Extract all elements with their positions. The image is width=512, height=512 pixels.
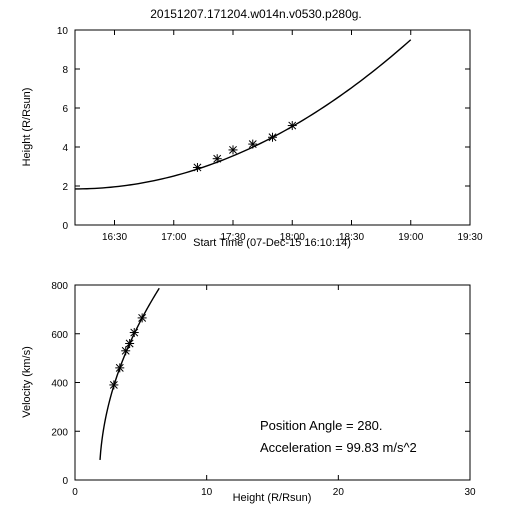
top-chart-ytick-label: 0: [62, 221, 68, 232]
bottom-chart-xtick-label: 20: [333, 487, 345, 498]
marker-star: [229, 145, 238, 154]
bottom-chart: 0 200 400 600 800 0 10 20 30 Height (R/Rsun) Ve…: [21, 281, 476, 504]
acceleration-annotation: Acceleration = 99.83 m/s^2: [260, 440, 417, 455]
top-chart-ytick-label: 6: [62, 104, 68, 115]
bottom-chart-xtick-label: 0: [72, 487, 78, 498]
top-chart-ytick-label: 2: [62, 182, 68, 193]
marker-star: [288, 121, 297, 130]
marker-star: [193, 163, 202, 172]
figure-title: 20151207.171204.w014n.v0530.p280g.: [150, 7, 362, 21]
marker-star: [125, 339, 134, 348]
bottom-chart-curve: [100, 288, 159, 460]
top-chart-markers: [193, 121, 297, 172]
bottom-chart-ytick-label: 800: [51, 281, 68, 292]
top-chart-xtick-label: 17:00: [161, 232, 186, 243]
top-chart-xticks: 16:3017:0017:3018:0018:3019:0019:30: [102, 30, 483, 243]
top-chart-xtick-label: 16:30: [102, 232, 127, 243]
bottom-chart-ytick-label: 0: [62, 476, 68, 487]
marker-star: [130, 328, 139, 337]
top-chart-xlabel: Start Time (07-Dec-15 16:10:14): [193, 237, 351, 249]
figure: 20151207.171204.w014n.v0530.p280g. 0 2 4 6 8…: [0, 0, 512, 512]
marker-star: [268, 133, 277, 142]
bottom-chart-xtick-label: 30: [464, 487, 476, 498]
bottom-chart-ytick-label: 400: [51, 379, 68, 390]
marker-star: [138, 313, 147, 322]
top-chart-xtick-label: 19:00: [398, 232, 423, 243]
top-chart-curve: [75, 40, 411, 189]
top-chart-xtick-label: 19:30: [457, 232, 482, 243]
marker-star: [121, 346, 130, 355]
top-chart-frame: [75, 30, 470, 225]
bottom-chart-xticks: 0 10 20 30: [72, 285, 476, 498]
marker-star: [115, 363, 124, 372]
position-angle-annotation: Position Angle = 280.: [260, 418, 383, 433]
bottom-chart-xtick-label: 10: [201, 487, 213, 498]
top-chart-ytick-label: 4: [62, 143, 68, 154]
bottom-chart-markers: [109, 313, 146, 389]
top-chart: 0246810 16:3017:0017:3018:0018:3019:0019…: [21, 26, 483, 249]
top-chart-yticks: 0 2 4 6 8 10: [57, 26, 470, 232]
bottom-chart-ytick-label: 600: [51, 330, 68, 341]
marker-star: [213, 154, 222, 163]
marker-star: [109, 380, 118, 389]
top-chart-ytick-label: 10: [57, 26, 69, 37]
marker-star: [248, 140, 257, 149]
bottom-chart-ytick-label: 200: [51, 427, 68, 438]
bottom-chart-xlabel: Height (R/Rsun): [233, 492, 312, 504]
top-chart-ylabel: Height (R/Rsun): [21, 88, 33, 167]
bottom-chart-ylabel: Velocity (km/s): [21, 346, 33, 418]
top-chart-ytick-label: 8: [62, 65, 68, 76]
